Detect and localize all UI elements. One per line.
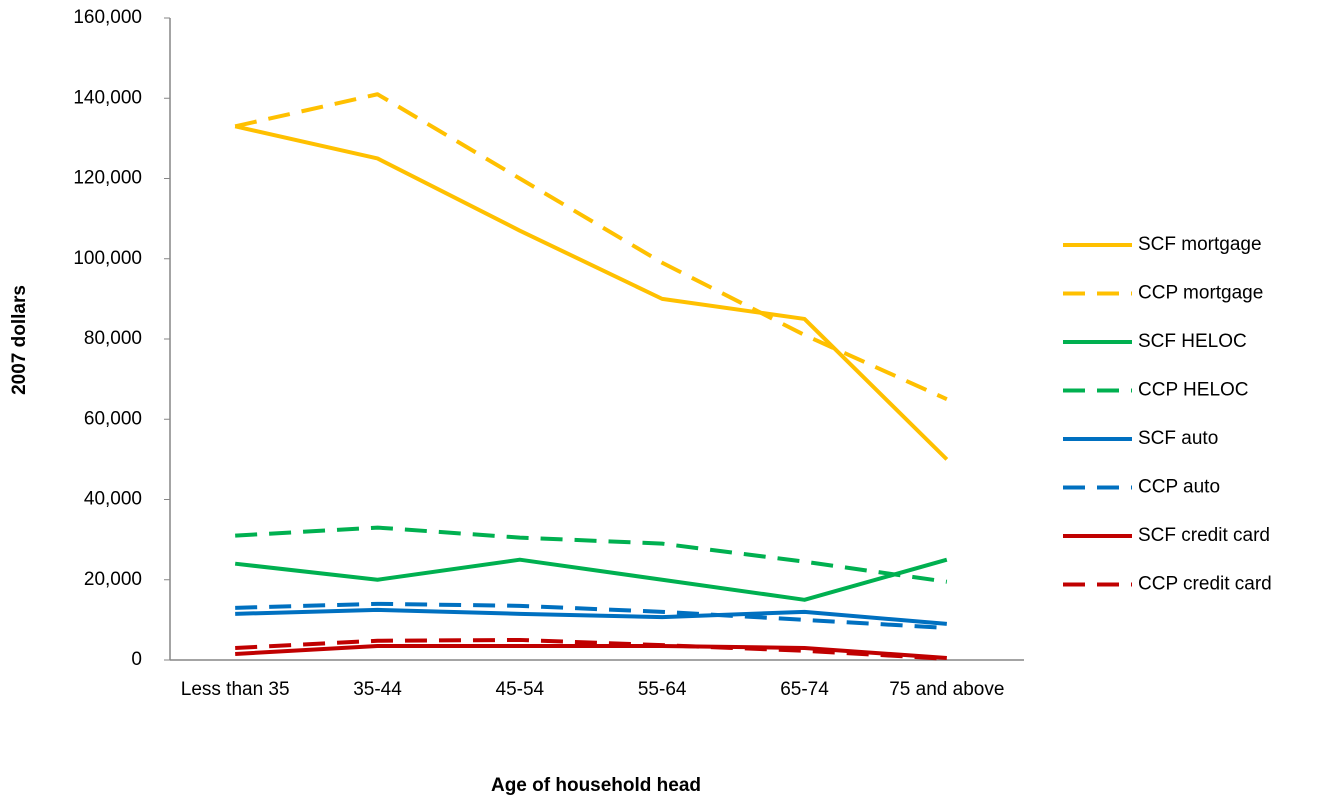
y-tick-label: 0: [131, 649, 142, 670]
series-line: [234, 124, 949, 461]
y-axis-title: 2007 dollars: [9, 285, 30, 395]
y-tick-label: 20,000: [84, 569, 142, 590]
legend-label: SCF credit card: [1138, 525, 1270, 546]
x-tick-label: Less than 35: [181, 679, 290, 700]
x-tick-label: 55-64: [638, 679, 687, 700]
series-line: [235, 637, 947, 661]
series-line: [235, 601, 947, 630]
series-line: [235, 525, 948, 584]
x-tick-label: 35-44: [353, 679, 402, 700]
y-tick-label: 140,000: [73, 87, 142, 108]
y-tick-label: 160,000: [73, 7, 142, 28]
y-tick-label: 40,000: [84, 489, 142, 510]
y-tick-label: 100,000: [73, 248, 142, 269]
x-axis-title: Age of household head: [491, 775, 701, 796]
legend-label: SCF mortgage: [1138, 234, 1262, 255]
x-tick-label: 65-74: [780, 679, 829, 700]
series-line: [235, 607, 948, 626]
legend-label: SCF auto: [1138, 428, 1218, 449]
legend-label: CCP auto: [1138, 477, 1220, 498]
series-line: [235, 643, 947, 660]
legend-label: CCP mortgage: [1138, 283, 1263, 304]
legend-label: CCP credit card: [1138, 574, 1272, 595]
x-tick-label: 45-54: [496, 679, 545, 700]
series-line: [234, 557, 948, 602]
legend-label: CCP HELOC: [1138, 380, 1249, 401]
y-tick-label: 60,000: [84, 408, 142, 429]
x-tick-label: 75 and above: [889, 679, 1004, 700]
y-tick-label: 80,000: [84, 328, 142, 349]
y-tick-label: 120,000: [73, 168, 142, 189]
legend-label: SCF HELOC: [1138, 331, 1247, 352]
series-line: [234, 92, 948, 402]
